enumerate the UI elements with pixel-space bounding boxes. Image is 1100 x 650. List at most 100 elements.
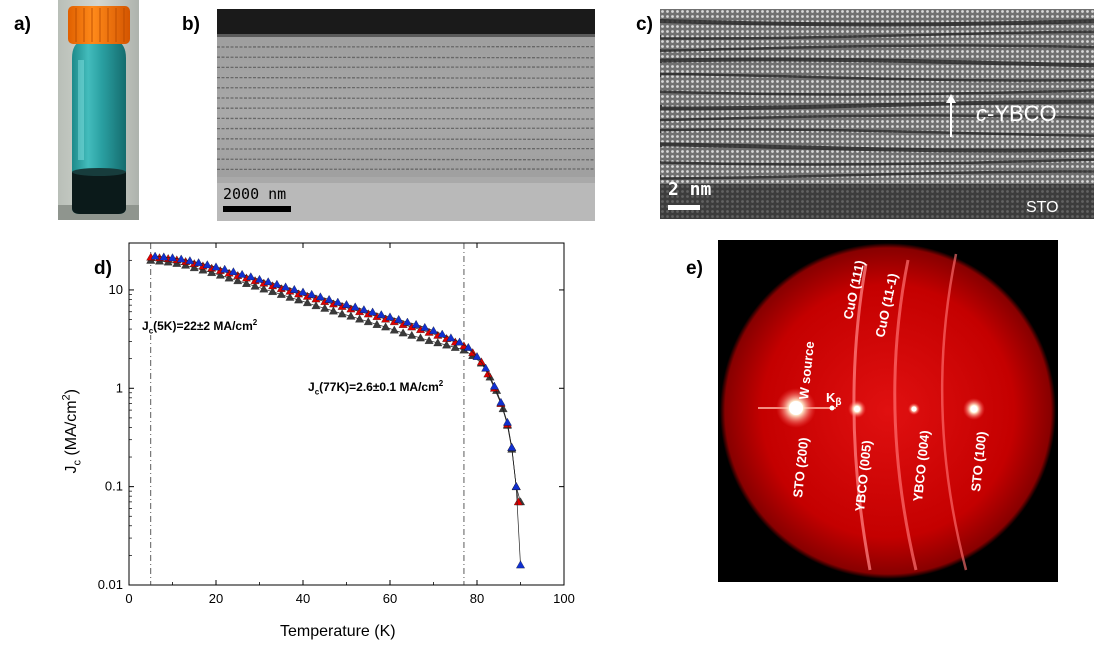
data-point [276, 289, 286, 298]
data-point [289, 284, 299, 293]
data-point [489, 381, 499, 390]
data-point [176, 254, 186, 263]
data-point [185, 256, 195, 265]
data-point [333, 297, 343, 306]
data-point [446, 333, 456, 342]
vial-photo [58, 0, 139, 220]
scale-bar-label-b: 2000 nm [223, 185, 287, 203]
data-point [350, 302, 360, 311]
data-point [320, 303, 330, 312]
panel-a-label: a) [14, 14, 31, 35]
data-point [503, 417, 512, 426]
data-point [272, 279, 282, 288]
x-tick-label: 60 [383, 591, 397, 606]
data-point [189, 263, 199, 272]
data-point [263, 277, 273, 286]
data-point [207, 268, 217, 276]
scale-bar-c [668, 205, 700, 210]
data-point [194, 258, 204, 267]
data-point [402, 317, 412, 326]
data-point [202, 260, 212, 269]
data-point [342, 300, 351, 308]
y-tick-label: 1 [116, 380, 123, 395]
data-point [429, 326, 438, 335]
y-tick-label: 0.1 [105, 479, 123, 494]
data-point [472, 352, 482, 360]
data-point [281, 282, 291, 291]
data-point [420, 322, 430, 331]
data-point [513, 497, 523, 506]
atomic-resolution-image: 2 nm c-YBCO STO [660, 9, 1094, 219]
data-point [324, 294, 334, 303]
y-axis-label: Jc (MA/cm2) [60, 389, 84, 474]
data-point [215, 270, 225, 279]
data-point [442, 340, 452, 349]
annotation-jc-77k: Jc(77K)=2.6±0.1 MA/cm2 [308, 379, 444, 397]
data-point [311, 301, 321, 310]
scale-bar-label-c: 2 nm [668, 179, 712, 200]
c-axis-arrow-icon [946, 94, 956, 137]
y-tick-label: 0.01 [98, 577, 123, 592]
data-point [346, 311, 356, 320]
laue-diffraction-pattern: CuO (111) CuO (11-1) W source Kβ STO (20… [718, 240, 1058, 582]
data-point [394, 314, 404, 323]
data-point [150, 251, 160, 260]
x-tick-label: 80 [470, 591, 484, 606]
y-tick-label: 10 [109, 282, 123, 297]
data-point [385, 312, 395, 321]
data-point [463, 342, 473, 351]
label-sto-100: STO (100) [968, 431, 989, 493]
data-point [242, 279, 251, 287]
data-point [363, 317, 373, 326]
annotation-jc-5k: Jc(5K)=22±2 MA/cm2 [140, 318, 260, 336]
data-point [407, 330, 417, 339]
x-tick-label: 0 [125, 591, 132, 606]
data-point [337, 309, 347, 318]
data-point [416, 333, 425, 342]
data-point [198, 265, 208, 274]
data-point [259, 284, 269, 293]
data-point [159, 252, 169, 261]
label-ybco-005: YBCO (005) [852, 440, 874, 513]
data-point [507, 442, 517, 451]
c-ybco-label: c-YBCO [976, 101, 1057, 126]
data-point [476, 357, 486, 366]
data-point [233, 276, 243, 285]
data-point [372, 319, 382, 328]
data-point [381, 322, 391, 331]
data-point [368, 307, 378, 316]
data-point [355, 314, 365, 323]
label-w-source: W source [796, 341, 817, 401]
data-point [228, 267, 238, 276]
data-point [437, 329, 447, 338]
label-ybco-004: YBCO (004) [910, 430, 932, 503]
jc-temperature-chart: 0 20 40 60 80 100 0.01 0.1 1 10 Temperature (K) J… [40, 232, 600, 650]
data-point [237, 269, 247, 278]
x-tick-label: 100 [553, 591, 575, 606]
data-point [255, 274, 264, 283]
data-point [315, 292, 325, 301]
panel-d-label: d) [94, 258, 112, 279]
panel-b-label: b) [182, 14, 200, 35]
data-point [359, 305, 369, 313]
data-point [246, 272, 256, 281]
x-tick-label: 20 [209, 591, 223, 606]
data-point [307, 289, 317, 298]
data-point [168, 253, 177, 262]
data-point [511, 482, 521, 490]
panel-e-label: e) [686, 258, 703, 279]
x-tick-label: 40 [296, 591, 310, 606]
data-point [411, 319, 421, 328]
data-point [481, 363, 491, 372]
data-point [302, 298, 312, 307]
data-point [220, 264, 230, 273]
data-point [211, 262, 221, 271]
data-point [285, 292, 295, 301]
label-sto-200: STO (200) [790, 437, 811, 499]
data-point [376, 310, 386, 318]
data-point [496, 397, 506, 406]
data-point [389, 325, 399, 334]
label-kbeta: Kβ [826, 390, 842, 408]
data-point [268, 287, 278, 295]
data-point [294, 295, 304, 304]
